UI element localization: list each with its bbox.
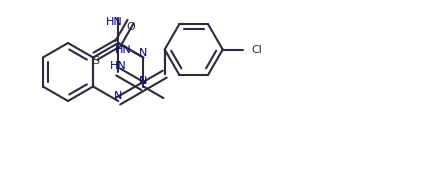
Text: O: O	[126, 22, 135, 32]
Text: N: N	[114, 91, 122, 101]
Text: HN: HN	[115, 45, 131, 55]
Text: N: N	[139, 48, 148, 58]
Text: HN: HN	[106, 17, 122, 27]
Text: S: S	[92, 56, 99, 66]
Text: HN: HN	[110, 61, 127, 71]
Text: Cl: Cl	[251, 45, 262, 55]
Text: N: N	[139, 75, 148, 85]
